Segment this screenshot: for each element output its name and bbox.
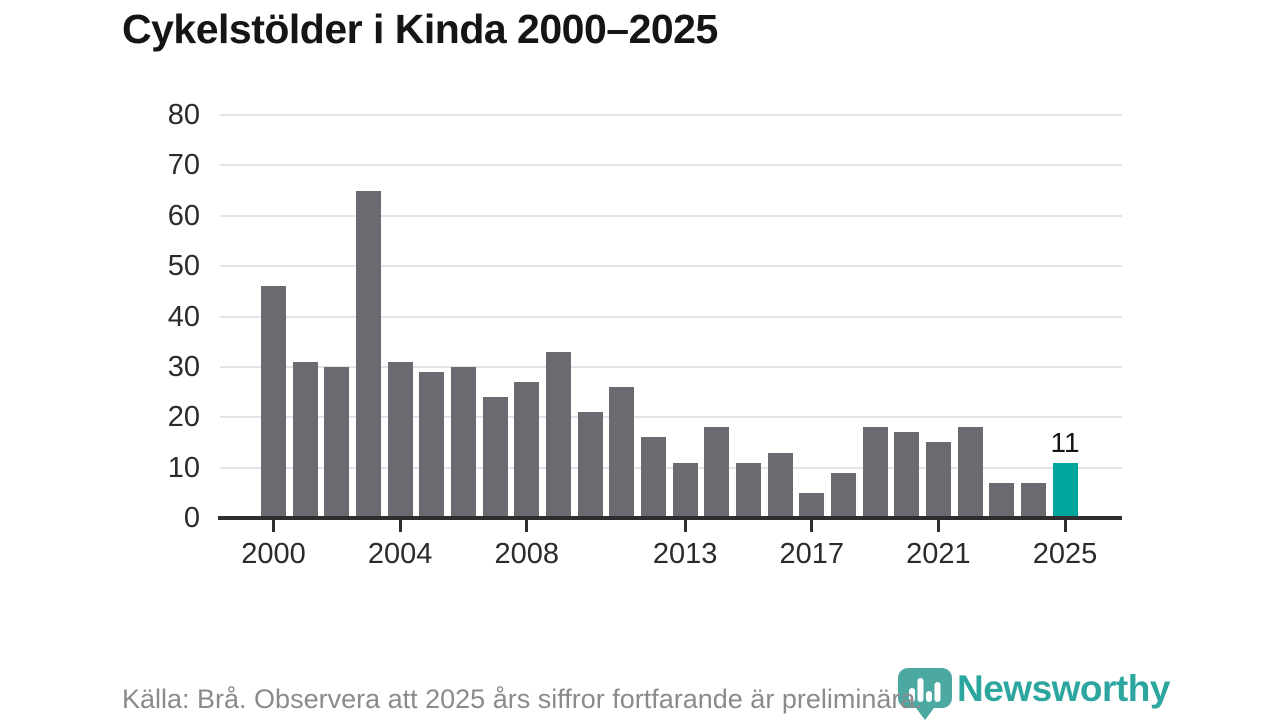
y-axis-label-20: 20 — [167, 401, 200, 434]
bar-2022 — [957, 427, 983, 518]
bar-2006 — [450, 366, 476, 518]
bar-2015 — [735, 462, 761, 518]
bar-2020 — [894, 432, 920, 518]
bar-2001 — [292, 361, 318, 518]
bar-2014 — [704, 427, 730, 518]
y-axis-label-0: 0 — [183, 502, 200, 534]
bar-2007 — [482, 397, 508, 518]
newsworthy-logo: Newsworthy — [896, 666, 1170, 720]
x-tick-2021 — [936, 520, 940, 532]
bar-2005 — [419, 371, 445, 518]
gridline-y50 — [220, 265, 1122, 268]
x-axis-label-2004: 2004 — [367, 538, 433, 570]
source-note: Källa: Brå. Observera att 2025 års siffr… — [122, 684, 923, 714]
bar-2012 — [640, 437, 666, 518]
y-axis-label-60: 60 — [167, 199, 200, 232]
x-tick-2025 — [1063, 520, 1067, 532]
bar-2016 — [767, 452, 793, 518]
y-axis-label-50: 50 — [167, 250, 200, 283]
x-tick-2008 — [525, 520, 529, 532]
bar-2004 — [387, 361, 413, 518]
gridline-y10 — [220, 466, 1122, 469]
x-axis-label-2000: 2000 — [241, 538, 306, 570]
gridline-y60 — [220, 214, 1122, 217]
y-axis-label-40: 40 — [167, 300, 200, 333]
y-axis-label-70: 70 — [167, 149, 200, 182]
gridline-y80 — [220, 114, 1122, 116]
x-axis-label-2025: 2025 — [1032, 538, 1098, 570]
gridline-y20 — [220, 416, 1122, 419]
bar-chart-plot-area — [220, 114, 1122, 518]
gridline-y30 — [220, 365, 1122, 368]
value-label-2025: 11 — [1050, 426, 1080, 458]
bar-2010 — [577, 412, 603, 518]
y-axis-label-30: 30 — [167, 350, 200, 383]
bar-2002 — [324, 366, 350, 518]
bar-2025 — [1052, 462, 1078, 518]
x-axis-label-2021: 2021 — [906, 538, 971, 570]
newsworthy-pin-barchart-icon — [898, 668, 952, 720]
x-tick-2004 — [398, 520, 402, 532]
bar-2008 — [514, 382, 540, 518]
bar-2019 — [862, 427, 888, 518]
bar-2000 — [261, 286, 286, 518]
bar-2013 — [672, 462, 698, 518]
x-axis-label-2008: 2008 — [494, 538, 560, 570]
bar-2023 — [989, 482, 1015, 518]
bar-2018 — [830, 472, 856, 518]
bar-2021 — [925, 442, 951, 518]
newsworthy-wordmark: Newsworthy — [957, 668, 1170, 709]
bar-2003 — [355, 190, 381, 518]
gridline-y40 — [220, 315, 1122, 318]
bar-2017 — [799, 492, 825, 518]
x-axis-label-2017: 2017 — [779, 538, 844, 570]
x-tick-2000 — [272, 520, 275, 532]
bar-2011 — [609, 387, 635, 518]
bar-2024 — [1020, 482, 1046, 518]
bar-2009 — [545, 351, 571, 518]
gridline-y70 — [220, 164, 1122, 167]
x-axis-label-2013: 2013 — [652, 538, 718, 570]
y-axis-label-80: 80 — [167, 99, 200, 131]
chart-title: Cykelstölder i Kinda 2000–2025 — [122, 6, 718, 52]
x-axis-line — [218, 516, 1122, 520]
x-tick-2017 — [810, 520, 814, 532]
x-tick-2013 — [683, 520, 687, 532]
y-axis-label-10: 10 — [167, 451, 200, 484]
